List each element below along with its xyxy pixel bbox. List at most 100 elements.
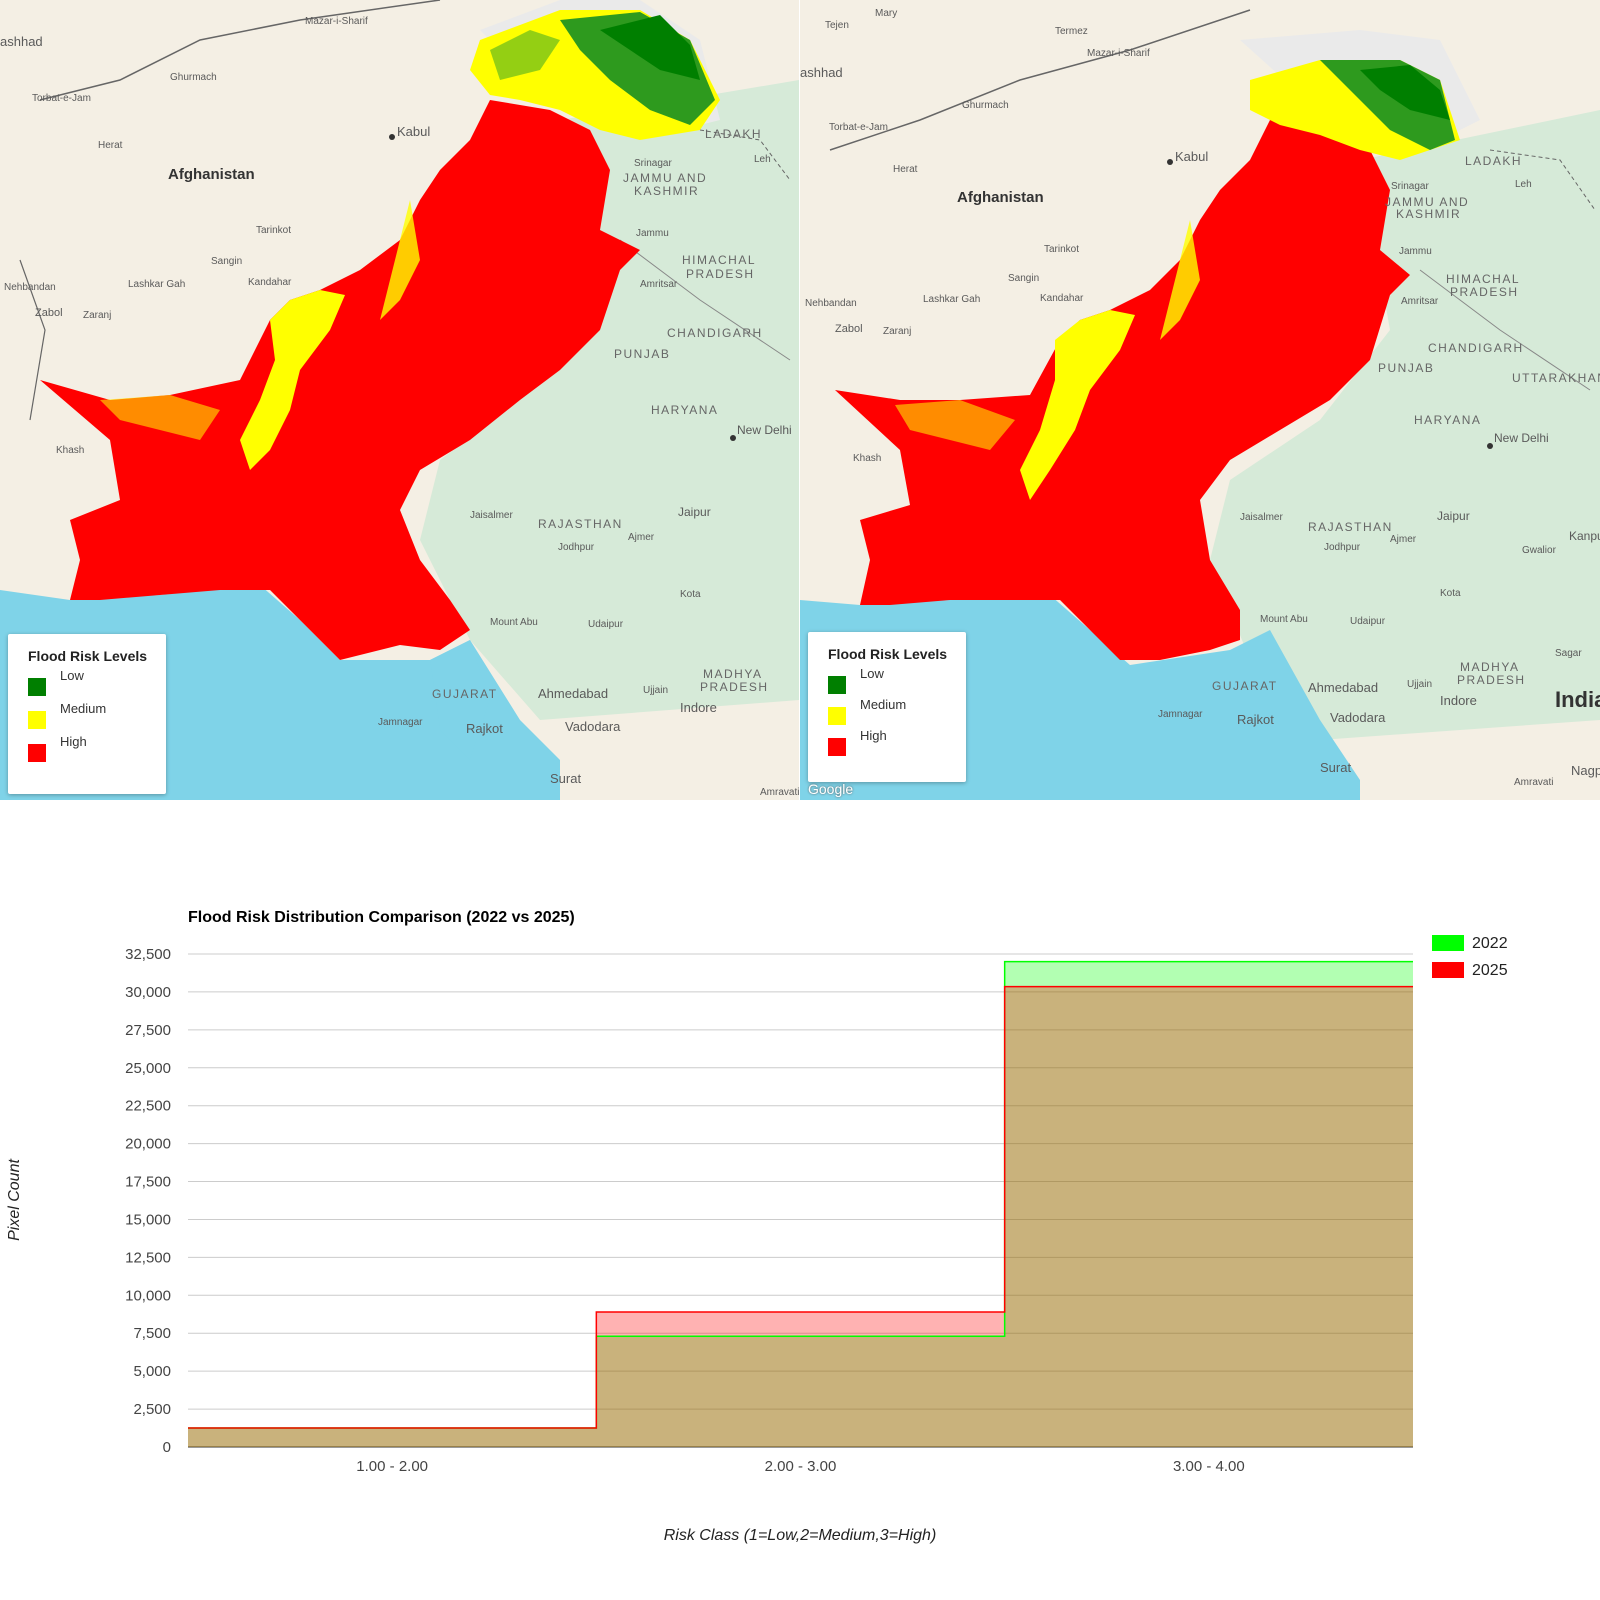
y-tick-label-6: 15,000	[125, 1211, 171, 1228]
svg-text:Khash: Khash	[56, 445, 84, 456]
svg-text:PRADESH: PRADESH	[686, 267, 755, 281]
svg-text:Jodhpur: Jodhpur	[1324, 542, 1361, 553]
svg-text:Ujjain: Ujjain	[1407, 679, 1432, 690]
svg-text:Mount Abu: Mount Abu	[490, 617, 538, 628]
x-tick-label-1: 2.00 - 3.00	[765, 1458, 837, 1475]
svg-text:Kanpur: Kanpur	[1569, 529, 1600, 543]
svg-text:Jodhpur: Jodhpur	[558, 542, 595, 553]
svg-text:Mazar-i-Sharif: Mazar-i-Sharif	[1087, 48, 1150, 59]
svg-text:Indore: Indore	[1440, 693, 1477, 708]
svg-text:PRADESH: PRADESH	[700, 680, 769, 694]
legend-item-high: High	[28, 734, 148, 771]
y-tick-label-5: 12,500	[125, 1249, 171, 1266]
y-tick-label-7: 17,500	[125, 1174, 171, 1191]
svg-text:Sangin: Sangin	[211, 256, 242, 267]
grid-layer	[188, 953, 1413, 1448]
svg-text:Tejen: Tejen	[825, 20, 849, 31]
svg-text:Kota: Kota	[1440, 588, 1461, 599]
chart-legend: 2022 2025	[1432, 935, 1508, 979]
svg-text:Zaranj: Zaranj	[883, 326, 911, 337]
area-series-2025	[188, 986, 1413, 1447]
svg-text:PUNJAB: PUNJAB	[1378, 361, 1434, 375]
svg-text:Ghurmach: Ghurmach	[962, 100, 1009, 111]
y-tick-labels: 0 2,500 5,000 7,500 10,000 12,500 15,000 17,500…	[125, 946, 171, 1456]
legend-item-high: High	[828, 728, 948, 763]
svg-text:India: India	[1555, 687, 1600, 712]
svg-text:Termez: Termez	[1055, 26, 1088, 37]
y-tick-label-2: 5,000	[133, 1363, 171, 1380]
legend-label-medium: Medium	[860, 697, 907, 712]
svg-text:Srinagar: Srinagar	[1391, 181, 1429, 192]
svg-text:Jaipur: Jaipur	[1437, 509, 1470, 523]
y-tick-label-3: 7,500	[133, 1325, 171, 1342]
svg-text:Gwalior: Gwalior	[1522, 545, 1557, 556]
svg-text:Jaisalmer: Jaisalmer	[1240, 512, 1283, 523]
svg-text:RAJASTHAN: RAJASTHAN	[538, 517, 623, 531]
legend-swatch-medium	[828, 707, 846, 725]
svg-text:Leh: Leh	[1515, 179, 1532, 190]
line-series-2025	[188, 985, 1413, 1429]
svg-text:New Delhi: New Delhi	[1494, 431, 1549, 445]
svg-text:Amritsar: Amritsar	[1401, 296, 1439, 307]
y-tick-label-11: 27,500	[125, 1022, 171, 1039]
svg-text:MADHYA: MADHYA	[1460, 660, 1519, 674]
svg-text:HIMACHAL: HIMACHAL	[682, 253, 756, 267]
legend-label-high: High	[60, 734, 87, 749]
legend-item-low: Low	[828, 666, 948, 701]
flood-risk-map-right[interactable]: Afghanistan Tejen Mary Termez Mazar-i-Sh…	[800, 0, 1600, 800]
svg-text:Leh: Leh	[754, 154, 771, 165]
svg-text:Kabul: Kabul	[397, 124, 430, 139]
map-legend-left: Flood Risk Levels Low Medium High	[8, 634, 166, 794]
svg-text:Vadodara: Vadodara	[1330, 710, 1386, 725]
svg-text:Torbat-e-Jam: Torbat-e-Jam	[32, 93, 91, 104]
svg-text:Mazar-i-Sharif: Mazar-i-Sharif	[305, 16, 368, 27]
svg-text:Surat: Surat	[550, 771, 581, 786]
svg-text:MADHYA: MADHYA	[703, 667, 762, 681]
legend-swatch-low	[828, 676, 846, 694]
svg-text:Udaipur: Udaipur	[588, 619, 624, 630]
area-layer	[188, 961, 1413, 1447]
svg-text:Jamnagar: Jamnagar	[1158, 709, 1203, 720]
map-right-base: Afghanistan Tejen Mary Termez Mazar-i-Sh…	[800, 0, 1600, 800]
y-tick-label-0: 0	[163, 1439, 171, 1456]
svg-text:HARYANA: HARYANA	[1414, 413, 1481, 427]
svg-text:GUJARAT: GUJARAT	[432, 687, 498, 701]
label-afghanistan: Afghanistan	[168, 166, 255, 183]
svg-text:PRADESH: PRADESH	[1450, 285, 1519, 299]
svg-text:PRADESH: PRADESH	[1457, 673, 1526, 687]
svg-text:Ajmer: Ajmer	[628, 532, 655, 543]
y-axis-title: Pixel Count	[6, 1159, 23, 1241]
chart-svg: 0 2,500 5,000 7,500 10,000 12,500 15,000 17,500…	[6, 909, 1508, 1544]
svg-text:GUJARAT: GUJARAT	[1212, 679, 1278, 693]
y-tick-label-4: 10,000	[125, 1287, 171, 1304]
flood-risk-distribution-chart: 0 2,500 5,000 7,500 10,000 12,500 15,000 17,500…	[0, 800, 1600, 1600]
svg-text:PUNJAB: PUNJAB	[614, 347, 670, 361]
svg-text:CHANDIGARH: CHANDIGARH	[667, 326, 763, 340]
svg-text:JAMMU AND: JAMMU AND	[623, 171, 707, 185]
svg-text:Amritsar: Amritsar	[640, 279, 678, 290]
svg-text:HIMACHAL: HIMACHAL	[1446, 272, 1520, 286]
legend-swatch-medium	[28, 711, 46, 729]
svg-text:Vadodara: Vadodara	[565, 719, 621, 734]
svg-text:Mount Abu: Mount Abu	[1260, 614, 1308, 625]
svg-text:ashhad: ashhad	[0, 34, 43, 49]
svg-text:Udaipur: Udaipur	[1350, 616, 1386, 627]
legend-swatch-2022	[1432, 935, 1464, 951]
svg-text:Srinagar: Srinagar	[634, 158, 672, 169]
svg-text:Jammu: Jammu	[636, 228, 669, 239]
svg-text:Amravati: Amravati	[1514, 777, 1553, 788]
svg-text:UTTARAKHAND: UTTARAKHAND	[1512, 371, 1600, 385]
svg-text:Herat: Herat	[893, 164, 918, 175]
flood-risk-map-left[interactable]: Afghanistan Mazar-i-Sharif Kabul Herat G…	[0, 0, 799, 800]
legend-label-low: Low	[60, 668, 84, 683]
svg-text:KASHMIR: KASHMIR	[1396, 207, 1461, 221]
legend-label-2022: 2022	[1472, 935, 1508, 952]
svg-text:Kabul: Kabul	[1175, 149, 1208, 164]
legend-title: Flood Risk Levels	[28, 648, 148, 664]
x-tick-label-2: 3.00 - 4.00	[1173, 1458, 1245, 1475]
svg-text:Mary: Mary	[875, 8, 897, 19]
map-legend-right: Flood Risk Levels Low Medium High	[808, 632, 966, 782]
svg-text:Torbat-e-Jam: Torbat-e-Jam	[829, 122, 888, 133]
svg-text:LADAKH: LADAKH	[705, 127, 762, 141]
svg-text:Indore: Indore	[680, 700, 717, 715]
